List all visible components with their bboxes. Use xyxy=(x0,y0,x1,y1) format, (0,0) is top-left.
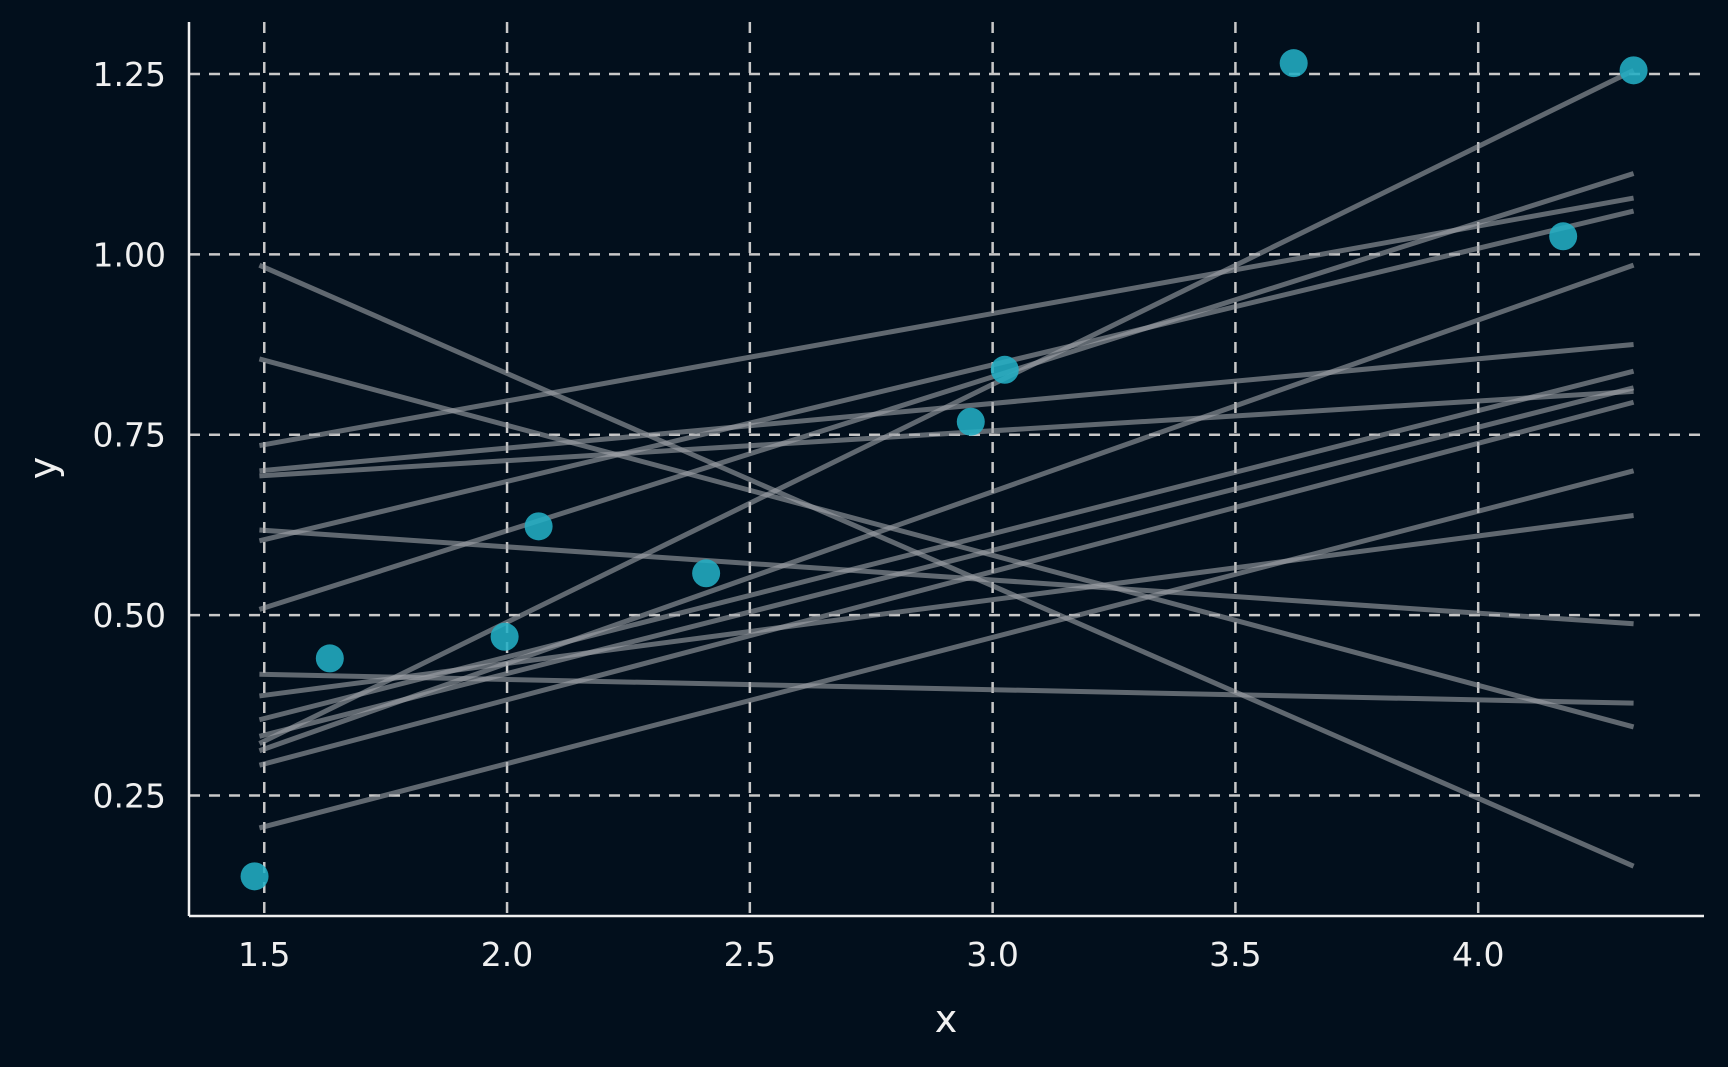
fitted-lines xyxy=(258,68,1635,869)
fitted-line-5 xyxy=(258,171,1635,612)
y-tick-label-1.25: 1.25 xyxy=(93,55,166,94)
x-tick-label-1.5: 1.5 xyxy=(238,935,290,974)
data-point-3 xyxy=(490,622,519,651)
x-tick-label-3.5: 3.5 xyxy=(1209,935,1261,974)
data-point-6 xyxy=(956,407,985,436)
x-tick-labels: 1.5 2.0 2.5 3.0 3.5 4.0 xyxy=(238,935,1504,974)
data-point-1 xyxy=(240,862,269,891)
x-tick-label-3.0: 3.0 xyxy=(966,935,1018,974)
x-axis-title: x xyxy=(935,997,958,1041)
y-tick-label-0.50: 0.50 xyxy=(93,596,166,635)
data-point-2 xyxy=(315,644,344,673)
fitted-line-11 xyxy=(259,513,1634,699)
data-point-7 xyxy=(990,355,1019,384)
fitted-line-14 xyxy=(259,527,1634,627)
data-point-8 xyxy=(1279,49,1308,78)
y-axis-title: y xyxy=(21,457,65,480)
fitted-line-10 xyxy=(258,399,1635,768)
x-tick-label-2.0: 2.0 xyxy=(481,935,533,974)
fitted-line-13 xyxy=(259,671,1634,706)
fitted-line-12 xyxy=(258,468,1635,831)
axes xyxy=(187,22,1704,918)
fitted-line-15 xyxy=(258,356,1635,730)
data-points xyxy=(240,49,1648,891)
y-tick-label-1.00: 1.00 xyxy=(93,235,166,274)
data-point-5 xyxy=(692,559,721,588)
fitted-line-6 xyxy=(258,68,1635,746)
data-point-4 xyxy=(524,512,553,541)
fitted-line-7 xyxy=(258,262,1635,754)
data-point-10 xyxy=(1619,56,1648,85)
fitted-line-3 xyxy=(259,388,1634,479)
fitted-line-1 xyxy=(258,195,1635,449)
y-tick-label-0.25: 0.25 xyxy=(93,777,166,816)
y-tick-labels: 0.25 0.50 0.75 1.00 1.25 xyxy=(93,55,166,816)
y-tick-label-0.75: 0.75 xyxy=(93,416,166,455)
data-point-9 xyxy=(1549,222,1578,251)
fitted-line-16 xyxy=(258,262,1635,869)
fitted-line-4 xyxy=(258,208,1635,544)
x-tick-label-4.0: 4.0 xyxy=(1452,935,1504,974)
x-tick-label-2.5: 2.5 xyxy=(724,935,776,974)
